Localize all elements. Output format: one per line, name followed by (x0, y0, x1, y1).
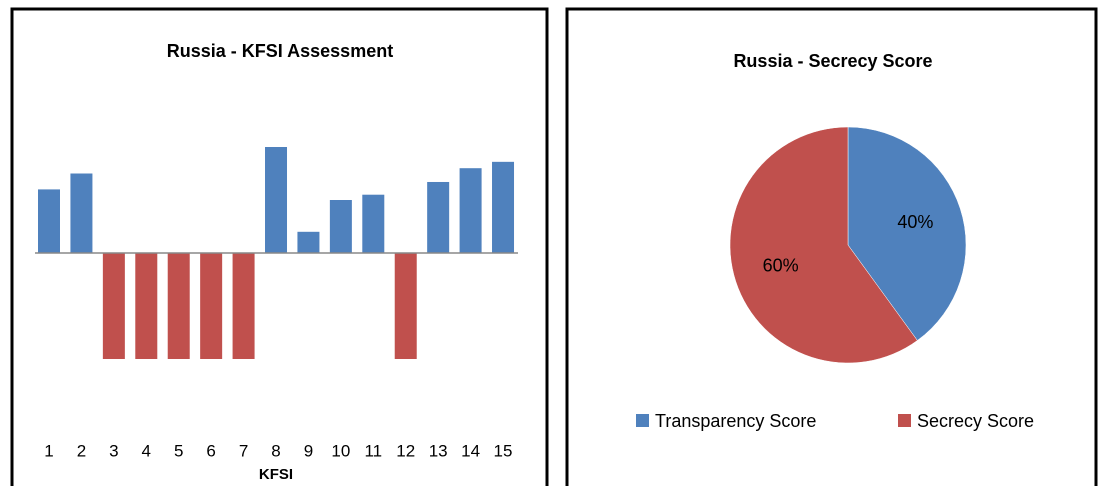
bar (459, 168, 482, 253)
pie-slice (847, 126, 967, 341)
bar (297, 231, 320, 253)
chart-title: Russia - Secrecy Score (733, 51, 932, 71)
frame (565, 7, 1098, 486)
bar (167, 253, 190, 359)
legend-label: Secrecy Score (917, 411, 1034, 431)
bar (232, 253, 255, 359)
bar (329, 200, 352, 253)
data-label: 60% (763, 256, 799, 276)
x-tick-label: 3 (109, 441, 118, 460)
bar (200, 253, 223, 359)
bar (492, 161, 515, 253)
bar (102, 253, 125, 359)
chart-title: Russia - KFSI Assessment (167, 41, 393, 61)
x-tick-label: 4 (142, 441, 151, 460)
frame (10, 7, 549, 486)
right-panel-frame (565, 7, 1098, 486)
bar (135, 253, 158, 359)
bar (70, 173, 93, 253)
x-tick-label: 5 (174, 441, 183, 460)
bar (265, 147, 288, 253)
bar (38, 189, 60, 253)
left-panel-frame (10, 7, 549, 486)
pie-slice (729, 126, 918, 364)
bar (427, 181, 450, 253)
x-tick-label: 14 (461, 441, 480, 460)
legend-swatch (898, 414, 911, 427)
x-tick-label: 7 (239, 441, 248, 460)
x-tick-label: 1 (44, 441, 53, 460)
bar (394, 253, 417, 359)
x-tick-label: 9 (304, 441, 313, 460)
x-tick-label: 11 (364, 441, 382, 460)
bar (362, 194, 385, 253)
legend-swatch (636, 414, 649, 427)
x-tick-label: 8 (271, 441, 280, 460)
x-tick-label: 13 (429, 441, 448, 460)
data-label: 40% (897, 212, 933, 232)
x-tick-label: 2 (77, 441, 86, 460)
x-tick-label: 15 (494, 441, 513, 460)
x-tick-label: 12 (396, 441, 415, 460)
legend-label: Transparency Score (655, 411, 816, 431)
x-tick-label: 6 (206, 441, 215, 460)
x-axis-label: KFSI (259, 466, 293, 483)
x-tick-label: 10 (331, 441, 350, 460)
